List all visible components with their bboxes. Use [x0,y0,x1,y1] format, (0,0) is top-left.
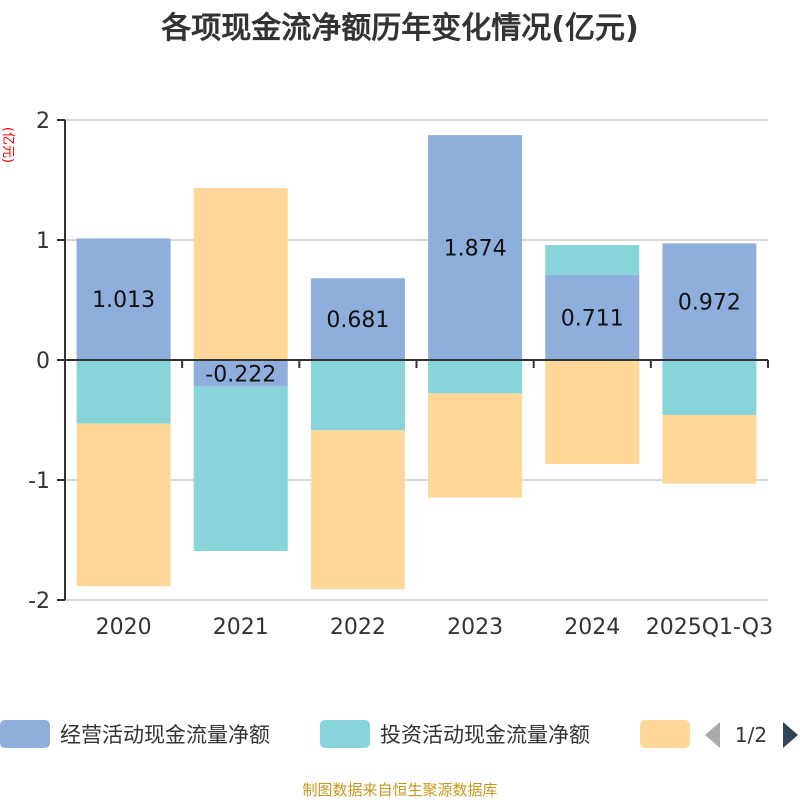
bar-2024-series-2 [545,360,640,465]
y-tick-label: 0 [36,349,50,374]
legend-swatch [0,720,50,748]
x-tick-label: 2023 [447,615,503,640]
bar-2025Q1-Q3-series-0 [662,243,757,360]
data-label: -0.222 [205,362,276,387]
bar-2022-series-0 [310,278,405,360]
bar-2024-series-1 [545,245,640,275]
data-label: 0.681 [326,308,389,333]
data-label: 0.972 [678,291,741,316]
bar-2022-series-2 [310,430,405,590]
bar-2023-series-2 [428,393,523,498]
data-label: 1.874 [444,237,507,262]
x-tick-label: 2024 [564,615,620,640]
page-indicator: 1/2 [735,723,767,747]
y-tick-label: 2 [36,109,50,134]
y-tick-label: -2 [28,589,50,614]
bar-2025Q1-Q3-series-1 [662,360,757,415]
bar-2021-series-1 [193,386,288,552]
chart-title: 各项现金流净额历年变化情况(亿元) [160,11,638,46]
bar-2024-series-0 [545,274,640,360]
y-tick-label: 1 [36,229,50,254]
legend-swatch [320,720,370,748]
bar-2023-series-0 [428,135,523,360]
bar-2020-series-2 [76,423,171,587]
legend-label: 经营活动现金流量净额 [60,723,270,747]
legend-swatch [640,720,690,748]
y-axis-label: (亿元) [0,127,15,163]
legend: 经营活动现金流量净额 投资活动现金流量净额 [0,720,690,748]
bar-2022-series-1 [310,360,405,431]
legend-label: 投资活动现金流量净额 [380,723,590,747]
bar-2020-series-1 [76,360,171,424]
y-tick-label: -1 [28,469,50,494]
prev-page-icon[interactable] [705,722,720,748]
bar-2025Q1-Q3-series-2 [662,414,757,484]
x-tick-label: 2022 [330,615,386,640]
footer-source: 制图数据来自恒生聚源数据库 [302,781,497,799]
data-label: 1.013 [92,288,155,313]
bar-2021-series-2 [193,188,288,360]
x-tick-label: 2020 [96,615,152,640]
bar-2021-series-0 [193,360,288,387]
bar-2020-series-0 [76,238,171,360]
data-label: 0.711 [561,306,624,331]
bar-2023-series-1 [428,360,523,394]
x-tick-label: 2021 [213,615,269,640]
next-page-icon[interactable] [783,722,798,748]
x-tick-label: 2025Q1-Q3 [646,615,773,640]
